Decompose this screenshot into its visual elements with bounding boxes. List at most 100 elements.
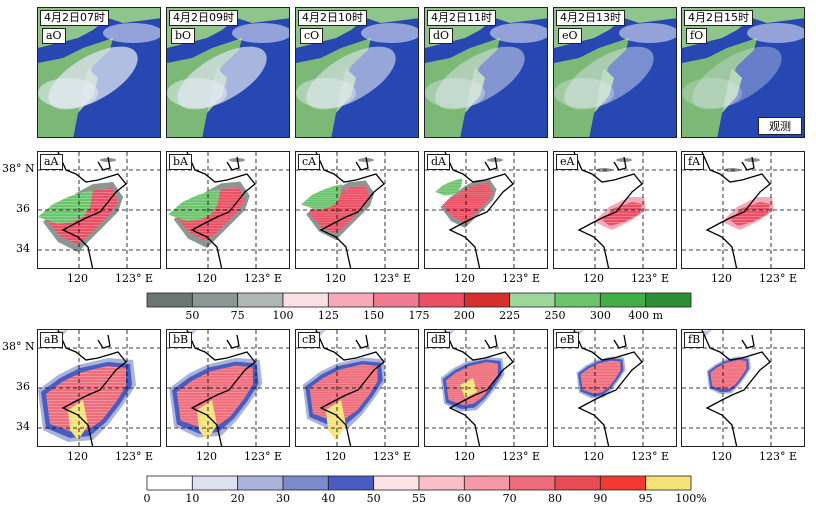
colorbar-swatch [418,292,465,308]
fraction-map-panel: aB [37,329,161,447]
longitude-tick-label: 120 [711,450,732,463]
panel-id-label: bB [169,332,193,348]
fraction-map [682,330,804,446]
panel-id-label: dO [429,28,454,44]
colorbar-swatch [554,475,601,491]
longitude-tick-label: 123° E [631,450,670,463]
colorbar-tick-label: 20 [230,492,245,505]
panel-id-label: dB [427,332,451,348]
longitude-tick-label: 123° E [631,272,670,285]
longitude-tick-label: 120 [325,272,346,285]
height-colorbar [146,292,692,308]
longitude-tick-label: 120 [196,450,217,463]
latitude-tick-label: 38° N [2,340,35,353]
colorbar-swatch [418,475,465,491]
satellite-panel: 4月2日11时 dO [424,7,548,138]
colorbar-tick-label: 50 [366,492,381,505]
colorbar-tick-label: 90 [593,492,608,505]
colorbar-swatch [599,475,647,491]
height-map [38,152,160,268]
satellite-image [425,8,547,137]
height-map [296,152,418,268]
longitude-tick-label: 123° E [373,450,412,463]
height-map [554,152,676,268]
panel-id-label: bO [171,28,196,44]
colorbar-swatch [509,475,556,491]
panel-id-label: eA [556,154,579,170]
satellite-panel: 4月2日10时 cO [295,7,419,138]
panel-id-label: cB [298,332,321,348]
colorbar-swatch [463,475,511,491]
satellite-image [167,8,289,137]
fraction-map-panel: cB [295,329,419,447]
colorbar-swatch [282,475,329,491]
height-map-panel: dA [424,151,548,269]
longitude-tick-label: 123° E [502,450,541,463]
panel-id-label: fB [684,332,705,348]
colorbar-tick-label: 150 [363,309,385,322]
height-map [167,152,289,268]
time-label: 4月2日07时 [40,10,109,26]
panel-id-label: fO [686,28,708,44]
panel-id-label: aB [40,332,63,348]
longitude-tick-label: 120 [67,450,88,463]
height-map-panel: bA [166,151,290,269]
longitude-tick-label: 123° E [759,272,798,285]
fraction-map-panel: fB [681,329,805,447]
satellite-panel: 4月2日13时 eO [553,7,677,138]
longitude-tick-label: 120 [196,272,217,285]
height-map-panel: aA [37,151,161,269]
time-label: 4月2日10时 [298,10,367,26]
colorbar-tick-label: 250 [544,309,566,322]
panel-id-label: eO [558,28,582,44]
colorbar-tick-label: 300 [589,309,611,322]
fraction-map [296,330,418,446]
colorbar-tick-label: 55 [412,492,426,505]
latitude-tick-label: 36 [16,202,30,215]
panel-id-label: dA [427,154,450,170]
height-map [425,152,547,268]
time-label: 4月2日13时 [556,10,625,26]
colorbar-tick-label: 95 [638,492,653,505]
colorbar-swatch [191,475,239,491]
fraction-map-panel: dB [424,329,548,447]
colorbar-swatch [645,475,692,491]
longitude-tick-label: 123° E [115,450,154,463]
latitude-tick-label: 34 [16,420,30,433]
longitude-tick-label: 120 [454,272,475,285]
colorbar-tick-label: 60 [457,492,472,505]
panel-id-label: aA [40,154,63,170]
colorbar-swatch [463,292,511,308]
colorbar-tick-label: 400 m [628,309,664,322]
satellite-panel: 4月2日15时 fO 观测 [681,7,805,138]
panel-id-label: cO [300,28,324,44]
colorbar-tick-label: 50 [185,309,200,322]
longitude-tick-label: 123° E [115,272,154,285]
height-map-panel: cA [295,151,419,269]
fraction-map-panel: eB [553,329,677,447]
height-map-panel: eA [553,151,677,269]
colorbar-swatch [373,292,420,308]
longitude-tick-label: 120 [325,450,346,463]
longitude-tick-label: 120 [583,272,604,285]
time-label: 4月2日11时 [427,10,496,26]
colorbar-swatch [509,292,556,308]
longitude-tick-label: 123° E [759,450,798,463]
panel-id-label: aO [42,28,66,44]
fraction-map-panel: bB [166,329,290,447]
longitude-tick-label: 120 [583,450,604,463]
colorbar-swatch [327,292,375,308]
latitude-tick-label: 34 [16,242,30,255]
latitude-tick-label: 38° N [2,162,35,175]
colorbar-tick-label: 200 [453,309,475,322]
time-label: 4月2日15时 [684,10,753,26]
satellite-image [682,8,804,137]
observation-label: 观测 [758,117,802,135]
height-map-panel: fA [681,151,805,269]
colorbar-tick-label: 75 [230,309,245,322]
time-label: 4月2日09时 [169,10,238,26]
colorbar-swatch [191,292,239,308]
latitude-tick-label: 36 [16,380,30,393]
colorbar-swatch [146,292,193,308]
panel-id-label: bA [169,154,192,170]
